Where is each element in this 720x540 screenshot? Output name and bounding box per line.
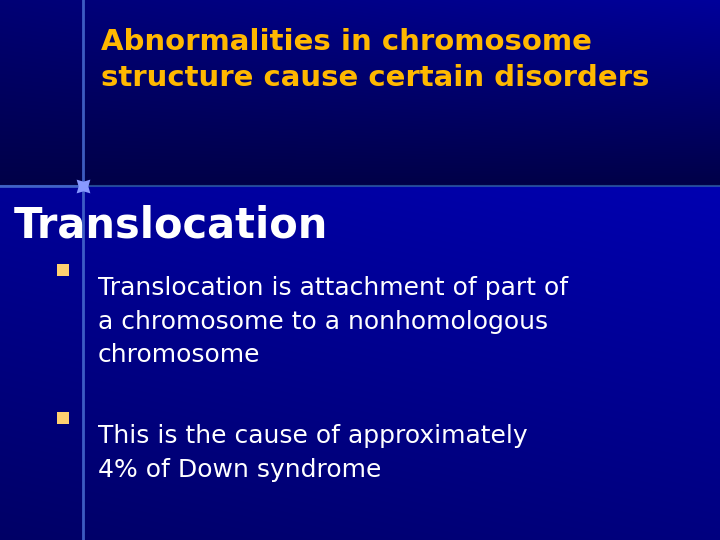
Text: Translocation: Translocation [14,204,328,246]
Text: This is the cause of approximately
4% of Down syndrome: This is the cause of approximately 4% of… [98,424,528,482]
Text: Abnormalities in chromosome
structure cause certain disorders: Abnormalities in chromosome structure ca… [101,28,649,92]
Text: Translocation is attachment of part of
a chromosome to a nonhomologous
chromosom: Translocation is attachment of part of a… [98,276,568,367]
